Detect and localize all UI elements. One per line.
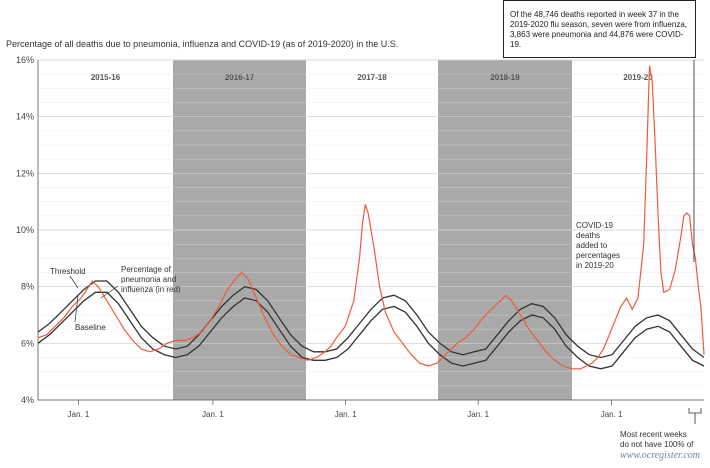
baseline-pointer <box>74 295 79 323</box>
x-axis-ticks: Jan. 1 Jan. 1 Jan. 1 Jan. 1 Jan. 1 <box>68 400 623 419</box>
x-tick-label: Jan. 1 <box>601 410 623 419</box>
season-label-2015-16: 2015-16 <box>91 73 121 82</box>
baseline-annotation: Baseline <box>74 295 106 332</box>
threshold-label: Threshold <box>50 267 86 276</box>
season-label-2016-17: 2016-17 <box>225 73 255 82</box>
y-tick-label: 4% <box>21 395 34 405</box>
pi-label-line2: pneumonia and <box>121 275 176 284</box>
y-axis-ticks: 4% 6% 8% 10% 12% 14% 16% <box>16 55 704 405</box>
callout-box: Of the 48,746 deaths reported in week 37… <box>503 0 696 58</box>
baseline-line <box>37 291 705 370</box>
y-tick-label: 14% <box>16 112 34 122</box>
recent-label-line1: Most recent weeks <box>620 430 687 439</box>
series-lines <box>37 65 705 370</box>
season-label-2018-19: 2018-19 <box>490 73 520 82</box>
recent-weeks-annotation: Most recent weeks do not have 100% of <box>620 408 702 449</box>
covid-label-line3: added to <box>576 241 608 250</box>
watermark: www.ocregister.com <box>620 450 700 461</box>
covid-label-line2: deaths <box>576 231 600 240</box>
y-tick-label: 8% <box>21 282 34 292</box>
season-label-2017-18: 2017-18 <box>357 73 387 82</box>
observed-line <box>37 65 705 370</box>
pi-label-line1: Percentage of <box>121 265 172 274</box>
x-tick-label: Jan. 1 <box>68 410 90 419</box>
x-tick-label: Jan. 1 <box>202 410 224 419</box>
covid-label-line4: percentages <box>576 251 620 260</box>
y-tick-label: 10% <box>16 225 34 235</box>
gridlines <box>38 59 704 401</box>
covid-label-line5: in 2019-20 <box>576 261 614 270</box>
x-tick-label: Jan. 1 <box>335 410 357 419</box>
baseline-label: Baseline <box>75 323 106 332</box>
pi-label-line3: influenza (in red) <box>121 285 181 294</box>
threshold-annotation: Threshold <box>50 267 86 289</box>
y-tick-label: 16% <box>16 55 34 65</box>
pi-annotation: Percentage of pneumonia and influenza (i… <box>100 265 181 299</box>
y-tick-label: 12% <box>16 168 34 178</box>
covid-label-line1: COVID-19 <box>576 221 613 230</box>
x-tick-label: Jan. 1 <box>467 410 489 419</box>
y-tick-label: 6% <box>21 338 34 348</box>
threshold-line <box>37 280 705 359</box>
threshold-pointer <box>69 275 79 289</box>
chart-title: Percentage of all deaths due to pneumoni… <box>6 39 398 49</box>
recent-weeks-bracket <box>688 408 702 424</box>
recent-label-line2: do not have 100% of <box>620 440 694 449</box>
pi-pointer <box>100 285 119 299</box>
covid-annotation: COVID-19 deaths added to percentages in … <box>576 221 620 270</box>
season-label-2019-20: 2019-20 <box>623 73 653 82</box>
